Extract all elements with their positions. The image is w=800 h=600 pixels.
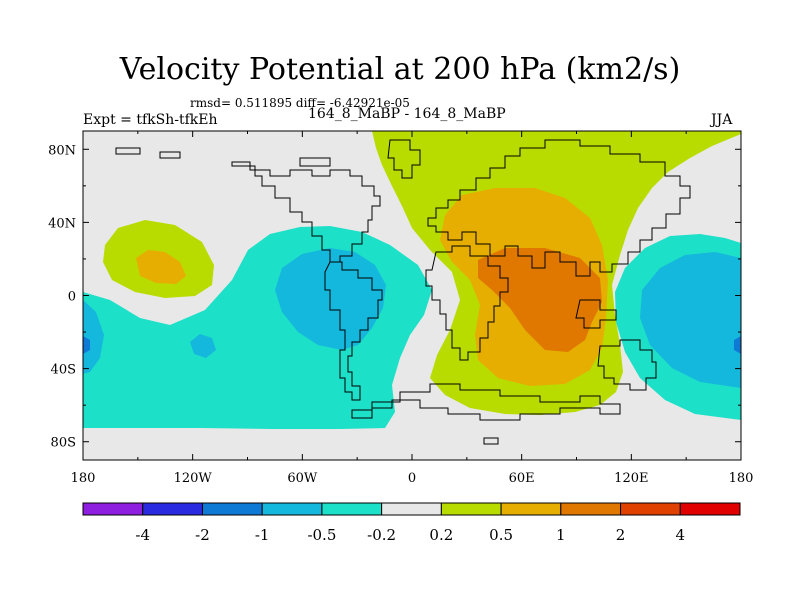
coast-australia: [597, 339, 657, 391]
colorbar-label: 0.2: [429, 526, 453, 544]
colorbar-label: -4: [135, 526, 150, 544]
colorbar-label: 4: [675, 526, 685, 544]
contour-negative-1-west: [83, 336, 90, 354]
contour-negative-1-dateline: [734, 336, 741, 354]
y-tick-label: 80S: [51, 436, 76, 451]
contour-positive-0.5-pacific: [136, 250, 186, 284]
colorbar-segment: [679, 502, 741, 516]
coast-north-america: [231, 157, 381, 263]
contour-fill-layer: [83, 131, 741, 460]
stats-label: rmsd= 0.511895 diff= -6.42921e-05: [190, 96, 410, 110]
colorbar-label: -0.5: [307, 526, 336, 544]
colorbar-segment: [142, 502, 203, 516]
colorbar-label: 2: [616, 526, 626, 544]
contour-positive-1-east: [478, 248, 602, 352]
colorbar-segment: [201, 502, 263, 516]
coast-indonesia: [575, 299, 617, 329]
colorbar-segment: [82, 502, 144, 516]
contour-negative-0.5-west-small: [190, 334, 216, 358]
x-tick-label: 180: [71, 471, 96, 486]
coast-eurasia: [427, 139, 691, 277]
y-tick-label: 40N: [48, 216, 76, 231]
coast-south-america: [324, 261, 383, 401]
colorbar-label: 0.5: [489, 526, 513, 544]
season-label: JJA: [711, 112, 733, 128]
colorbar-label: -1: [255, 526, 270, 544]
contour-negative-0.5-dateline: [640, 252, 741, 388]
x-tick-label: 180: [729, 471, 754, 486]
colorbar-segment: [440, 502, 502, 516]
coast-africa: [425, 245, 509, 361]
colorbar: -4 -2 -1 -0.5 -0.2 0.2 0.5 1 2 4: [82, 502, 741, 544]
experiment-label: Expt = tfkSh-tfkEh: [83, 112, 218, 128]
colorbar-segment: [620, 502, 681, 516]
y-tick-label: 40S: [51, 363, 76, 378]
chart-title: Velocity Potential at 200 hPa (km2/s): [119, 52, 681, 87]
y-axis: 80N 40N 0 40S 80S: [48, 143, 741, 451]
colorbar-label: -0.2: [367, 526, 396, 544]
y-tick-label: 0: [68, 290, 76, 305]
colorbar-segment: [500, 502, 562, 516]
x-tick-label: 0: [408, 471, 416, 486]
contour-negative-0.5-west-edge: [83, 300, 104, 374]
x-tick-label: 120W: [174, 471, 213, 486]
x-tick-label: 120E: [614, 471, 648, 486]
coast-antarctica: [351, 383, 621, 421]
coastlines: [115, 139, 691, 445]
colorbar-segment: [321, 502, 383, 516]
colorbar-segment: [261, 502, 323, 516]
x-axis: 180 120W 60W 0 60E 120E 180: [71, 131, 754, 486]
case-label: 164_8_MaBP - 164_8_MaBP: [308, 106, 506, 122]
colorbar-label: 1: [556, 526, 566, 544]
y-tick-label: 80N: [48, 143, 76, 158]
colorbar-segment: [381, 502, 442, 516]
x-tick-label: 60W: [287, 471, 318, 486]
coast-greenland: [387, 139, 421, 179]
colorbar-label: -2: [195, 526, 210, 544]
x-tick-label: 60E: [509, 471, 535, 486]
coast-islands: [115, 147, 499, 445]
colorbar-segment: [560, 502, 622, 516]
